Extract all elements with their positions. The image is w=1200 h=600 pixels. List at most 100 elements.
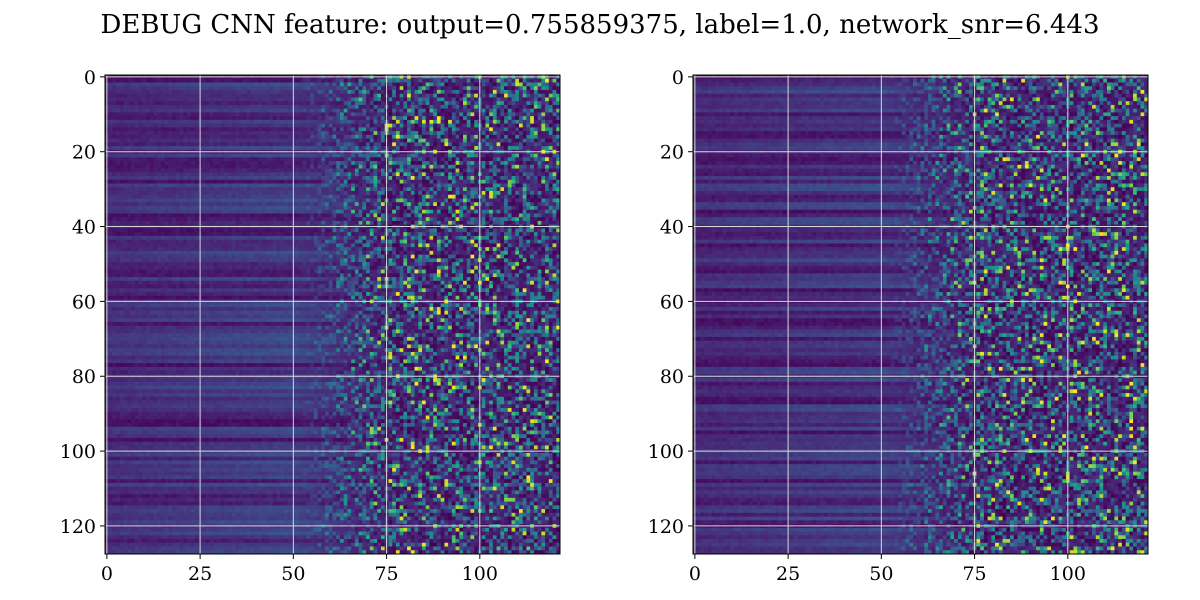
heatmap-cell (530, 142, 535, 147)
heatmap-cell (541, 138, 546, 143)
heatmap-cell (216, 161, 222, 166)
heatmap-cell (306, 172, 311, 177)
heatmap-cell (351, 164, 356, 169)
heatmap-cell (459, 187, 464, 192)
heatmap-cell (474, 82, 479, 87)
heatmap-cell (149, 112, 154, 117)
heatmap-cell (220, 172, 225, 177)
heatmap-cell (507, 209, 512, 214)
heatmap-cell (280, 108, 285, 113)
heatmap-cell (276, 213, 281, 218)
heatmap-cell (407, 101, 412, 106)
heatmap-cell (530, 157, 535, 162)
heatmap-cell (548, 164, 553, 169)
heatmap-cell (418, 187, 423, 192)
heatmap-cell (410, 89, 415, 95)
heatmap-cell (261, 131, 266, 136)
heatmap-cell (418, 161, 423, 166)
heatmap-cell (388, 93, 393, 98)
heatmap-cell (552, 134, 557, 140)
heatmap-cell (306, 191, 311, 196)
heatmap-cell (112, 172, 117, 177)
heatmap-cell (407, 89, 412, 95)
heatmap-cell (504, 104, 509, 110)
heatmap-cell (213, 183, 218, 188)
heatmap-cell (157, 101, 162, 106)
heatmap-cell (339, 187, 345, 192)
heatmap-cell (172, 93, 177, 98)
heatmap-cell (157, 153, 162, 158)
heatmap-cell (537, 209, 542, 214)
heatmap-cell (377, 93, 382, 98)
heatmap-cell (388, 191, 393, 196)
heatmap-cell (295, 202, 300, 207)
heatmap-cell (395, 82, 401, 87)
heatmap-cell (313, 209, 318, 214)
heatmap-cell (530, 82, 535, 87)
heatmap-cell (183, 116, 188, 121)
heatmap-cell (127, 164, 132, 169)
heatmap-cell (474, 108, 479, 113)
heatmap-cell (470, 101, 475, 106)
heatmap-cell (470, 146, 475, 151)
heatmap-cell (157, 191, 162, 196)
heatmap-cell (123, 82, 128, 87)
heatmap-cell (347, 127, 352, 132)
heatmap-cell (336, 198, 341, 203)
heatmap-cell (224, 78, 229, 83)
heatmap-cell (403, 209, 408, 214)
heatmap-cell (168, 108, 173, 113)
heatmap-cell (466, 119, 471, 125)
heatmap-cell (205, 82, 210, 87)
heatmap-cell (366, 220, 371, 226)
heatmap-cell (403, 119, 408, 125)
heatmap-cell (190, 153, 195, 158)
heatmap-cell (246, 187, 251, 192)
heatmap-cell (448, 123, 453, 128)
heatmap-cell (276, 146, 281, 151)
heatmap-cell (410, 131, 415, 136)
heatmap-cell (496, 142, 501, 147)
heatmap-cell (123, 164, 128, 169)
heatmap-cell (142, 217, 147, 222)
heatmap-cell (444, 104, 449, 110)
heatmap-cell (172, 138, 177, 143)
heatmap-cell (168, 157, 173, 162)
heatmap-cell (504, 213, 509, 218)
heatmap-cell (190, 187, 195, 192)
heatmap-cell (399, 157, 404, 162)
heatmap-cell (518, 108, 524, 113)
heatmap-cell (481, 164, 486, 169)
heatmap-cell (187, 168, 192, 173)
heatmap-cell (451, 104, 456, 110)
heatmap-cell (220, 131, 225, 136)
heatmap-cell (254, 104, 259, 110)
heatmap-cell (224, 220, 229, 226)
heatmap-cell (261, 134, 266, 140)
heatmap-cell (436, 217, 442, 222)
heatmap-cell (466, 93, 471, 98)
heatmap-cell (250, 205, 255, 211)
heatmap-cell (358, 142, 363, 147)
heatmap-cell (157, 172, 162, 177)
heatmap-cell (459, 153, 464, 158)
heatmap-cell (231, 213, 236, 218)
heatmap-cell (175, 202, 180, 207)
heatmap-cell (526, 191, 531, 196)
heatmap-cell (332, 172, 337, 177)
heatmap-cell (548, 176, 553, 181)
heatmap-cell (306, 198, 311, 203)
heatmap-cell (369, 101, 374, 106)
heatmap-cell (399, 202, 404, 207)
heatmap-cell (108, 168, 113, 173)
heatmap-cell (149, 82, 154, 87)
heatmap-cell (209, 108, 214, 113)
heatmap-cell (187, 89, 192, 95)
heatmap-cell (451, 220, 456, 226)
heatmap-cell (489, 213, 494, 218)
heatmap-cell (235, 176, 240, 181)
heatmap-cell (440, 164, 445, 169)
heatmap-cell (216, 187, 222, 192)
heatmap-cell (518, 194, 524, 199)
heatmap-cell (209, 198, 214, 203)
